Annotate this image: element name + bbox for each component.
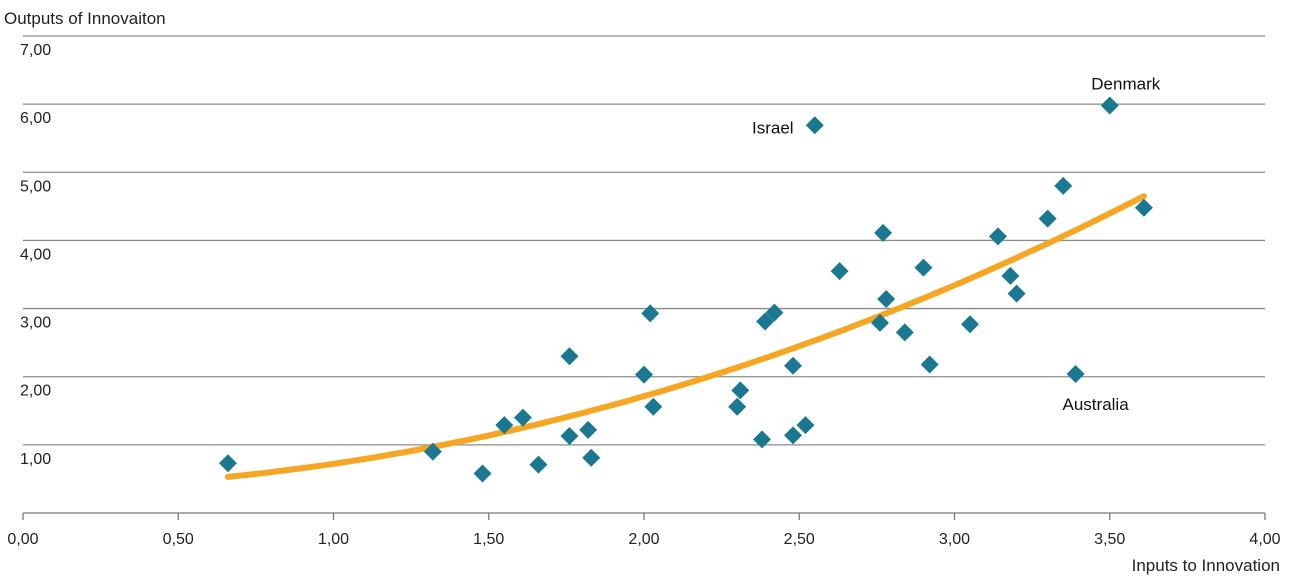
- data-point: [495, 416, 514, 435]
- data-point: [473, 464, 492, 483]
- y-tick-label: 1,00: [20, 451, 51, 468]
- x-tick-label: 1,50: [473, 531, 504, 548]
- y-tick-label: 4,00: [20, 246, 51, 263]
- data-point: [920, 355, 939, 374]
- x-axis-label: Inputs to Innovation: [1132, 556, 1280, 575]
- data-point: [644, 397, 663, 416]
- x-tick-label: 2,50: [784, 531, 815, 548]
- trendline: [224, 193, 1147, 480]
- data-point: [877, 290, 896, 309]
- data-point: [1038, 209, 1057, 228]
- annotation-label: Israel: [752, 118, 794, 137]
- x-tick-label: 4,00: [1249, 531, 1280, 548]
- axes: 1,00 2,00 3,00 4,00 5,00 6,00 7,00 0,00 0,50 1,00…: [7, 42, 1280, 548]
- data-point: [784, 356, 803, 375]
- data-point: [988, 227, 1007, 246]
- data-point: [765, 303, 784, 322]
- y-tick-label: 6,00: [20, 110, 51, 127]
- data-points: [218, 96, 1153, 483]
- data-point: [914, 258, 933, 277]
- data-point: [1001, 266, 1020, 285]
- data-point: [1134, 198, 1153, 217]
- y-tick-label: 5,00: [20, 178, 51, 195]
- data-point: [752, 430, 771, 449]
- data-point: [1054, 176, 1073, 195]
- data-point: [579, 420, 598, 439]
- data-point: [961, 315, 980, 334]
- data-point: [635, 365, 653, 384]
- data-point: [728, 397, 747, 416]
- data-point: [218, 454, 237, 473]
- data-point: [1100, 96, 1119, 115]
- annotation-label: Denmark: [1091, 75, 1160, 94]
- data-point: [731, 381, 750, 400]
- data-point: [529, 455, 548, 474]
- x-tick-label: 1,00: [318, 531, 349, 548]
- y-tick-label: 2,00: [20, 383, 51, 400]
- data-point: [870, 313, 889, 332]
- data-point: [895, 323, 914, 342]
- x-tick-label: 0,00: [7, 531, 38, 548]
- x-tick-label: 0,50: [163, 531, 194, 548]
- data-point: [756, 312, 775, 331]
- annotations: Denmark Israel Australia: [752, 75, 1161, 414]
- y-axis-label: Outputs of Innovaiton: [4, 9, 166, 28]
- x-tick-label: 2,00: [628, 531, 659, 548]
- data-point: [796, 416, 815, 435]
- y-tick-label: 3,00: [20, 315, 51, 332]
- x-tick-label: 3,00: [939, 531, 970, 548]
- annotation-label: Australia: [1063, 395, 1130, 414]
- data-point: [423, 442, 442, 461]
- gridlines: [23, 35, 1265, 446]
- data-point: [1066, 364, 1085, 383]
- data-point: [582, 448, 601, 467]
- data-point: [560, 426, 579, 445]
- data-point: [641, 304, 660, 323]
- x-tick-label: 3,50: [1094, 531, 1125, 548]
- data-point: [805, 116, 824, 135]
- data-point: [513, 408, 532, 427]
- y-tick-label: 7,00: [20, 42, 51, 59]
- data-point: [1007, 284, 1026, 303]
- data-point: [560, 347, 579, 366]
- trendline-group: [224, 193, 1147, 480]
- data-point: [874, 223, 893, 242]
- data-point: [784, 426, 803, 445]
- data-point: [830, 262, 849, 281]
